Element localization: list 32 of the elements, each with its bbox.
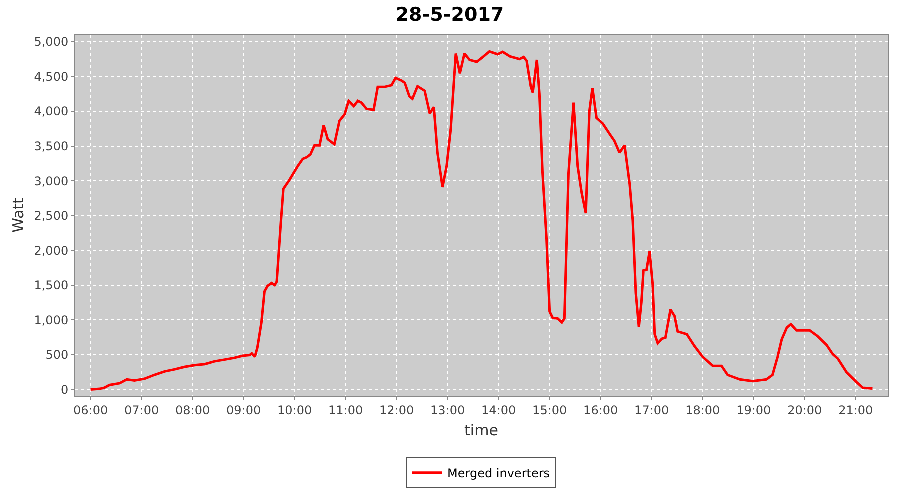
x-tick-label: 20:00	[788, 403, 822, 418]
x-tick-label: 13:00	[430, 403, 466, 418]
x-tick-label: 14:00	[482, 403, 516, 418]
line-series	[90, 50, 874, 391]
x-tick-label: 10:00	[278, 403, 312, 418]
x-tick-label: 17:00	[634, 403, 670, 418]
x-tick-label: 18:00	[686, 403, 720, 418]
x-axis-title: time	[464, 421, 498, 440]
x-tick-label: 11:00	[328, 403, 364, 418]
y-tick-label: 3,000	[34, 174, 69, 188]
y-axis-title: Watt	[9, 198, 28, 233]
x-tick-label: 07:00	[124, 403, 160, 418]
y-tick-label: 1,500	[34, 278, 69, 293]
y-tick-label: 0	[60, 382, 69, 397]
x-tick-label: 12:00	[380, 403, 414, 418]
y-tick-label: 4,000	[34, 104, 69, 119]
y-tick-label: 500	[46, 348, 69, 362]
y-tick-label: 4,500	[34, 70, 69, 84]
x-tick-label: 19:00	[736, 403, 772, 418]
x-tick-label: 09:00	[226, 403, 262, 418]
y-tick-label: 1,000	[34, 313, 69, 328]
x-tick-label: 06:00	[74, 403, 108, 418]
x-tick-label: 21:00	[838, 403, 874, 418]
x-tick-label: 16:00	[584, 403, 618, 418]
x-tick-label: 08:00	[176, 403, 210, 418]
y-tick-label: 5,000	[34, 35, 69, 50]
x-tick-label: 15:00	[532, 403, 568, 418]
y-tick-label: 2,500	[34, 209, 69, 224]
chart-title: 28-5-2017	[396, 4, 504, 26]
y-tick-label: 3,500	[34, 139, 69, 154]
legend-label: Merged inverters	[448, 466, 550, 481]
y-tick-label: 2,000	[34, 244, 69, 258]
